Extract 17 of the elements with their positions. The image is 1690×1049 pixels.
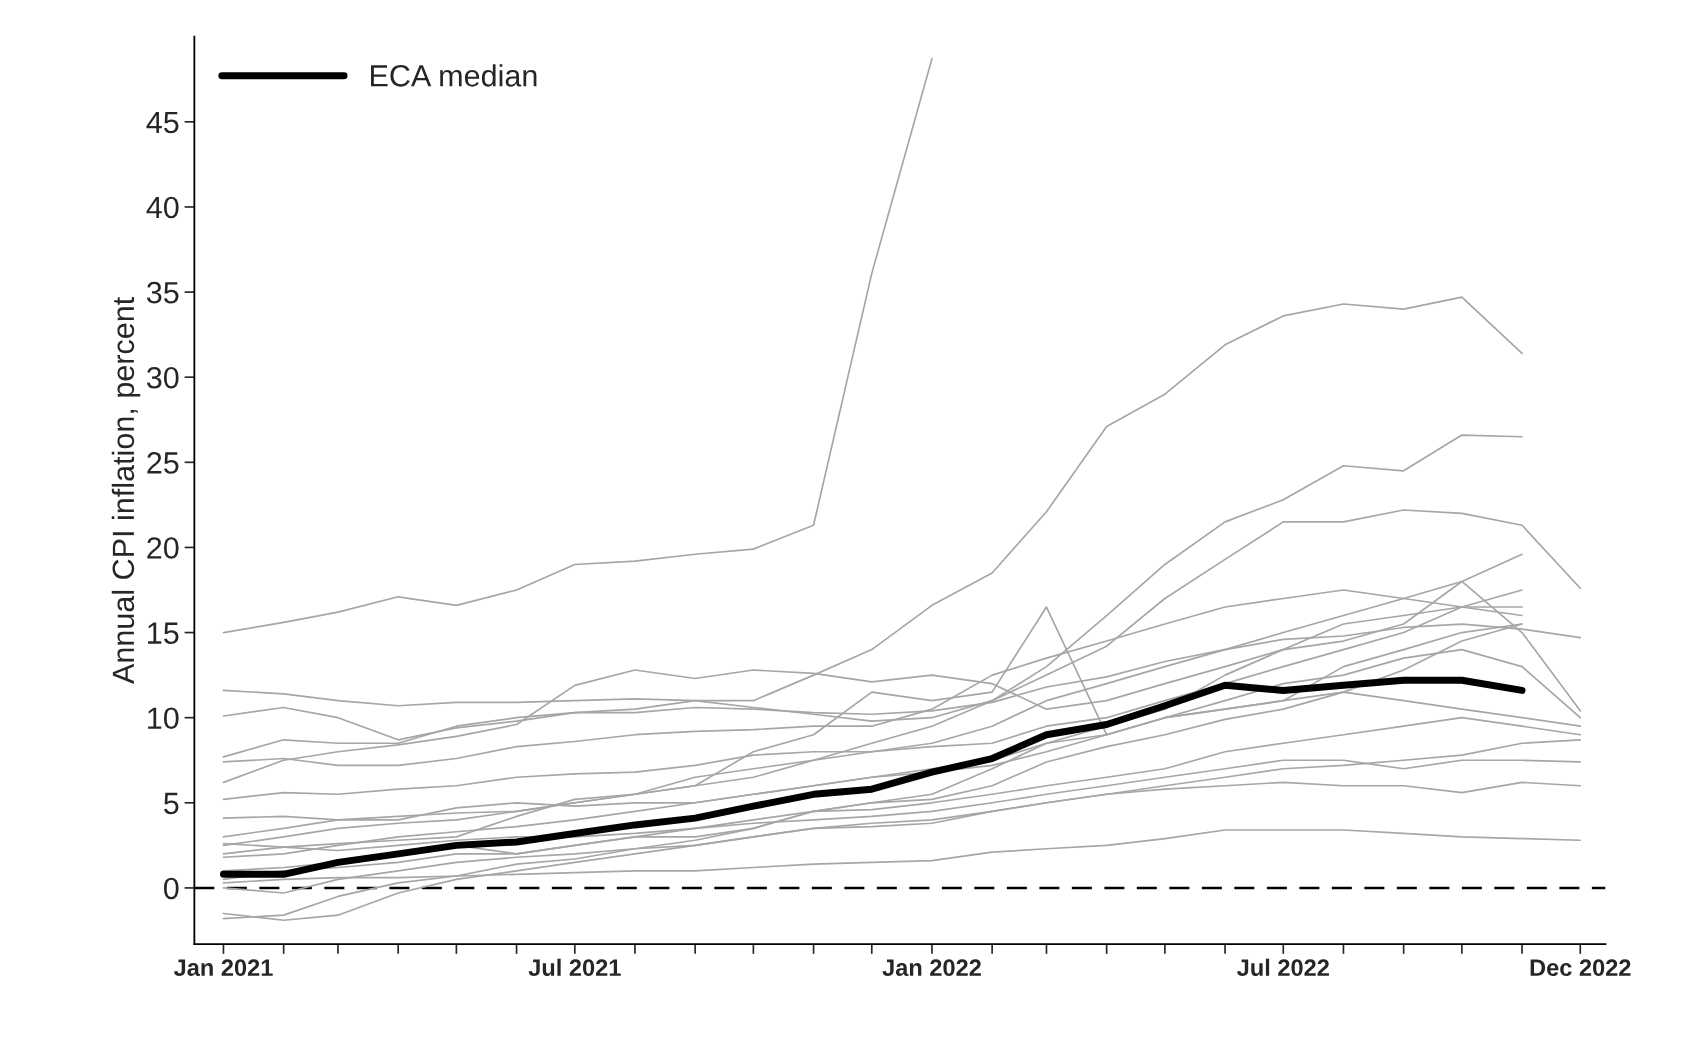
- y-tick-label: 5: [164, 792, 179, 815]
- y-tick-label: 0: [163, 877, 179, 900]
- y-tick-label: 20: [147, 537, 179, 559]
- x-tick-label: Jan 2021: [173, 959, 273, 977]
- y-axis-title: Annual CPI inflation, percent: [111, 296, 141, 684]
- x-tick-label: Dec 2022: [1530, 959, 1631, 977]
- y-tick-label: 35: [146, 281, 179, 304]
- x-tick-label: Jul 2022: [1237, 958, 1329, 977]
- y-tick-label: 45: [146, 111, 179, 134]
- y-tick-label: 30: [146, 366, 179, 389]
- x-tick-label: Jan 2022: [882, 959, 981, 977]
- y-tick-label: 15: [148, 622, 179, 644]
- y-tick-label: 10: [148, 707, 179, 730]
- x-tick-label: Jul 2021: [528, 958, 621, 977]
- y-tick-label: 40: [146, 196, 179, 219]
- y-tick-label: 25: [147, 452, 179, 474]
- legend-label: ECA median: [371, 64, 537, 87]
